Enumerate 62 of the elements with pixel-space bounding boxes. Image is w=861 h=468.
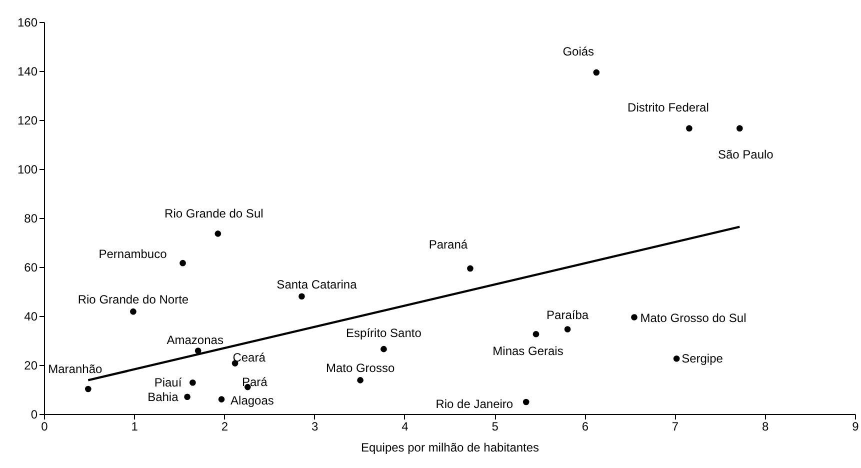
point xyxy=(380,346,387,352)
point xyxy=(564,326,571,332)
data-label: Rio Grande do Norte xyxy=(78,292,189,307)
point xyxy=(190,379,196,386)
x-tick-label: 8 xyxy=(762,420,770,434)
data-label: Espírito Santo xyxy=(346,326,422,340)
point xyxy=(214,230,222,237)
x-tick-label: 0 xyxy=(41,420,48,434)
point xyxy=(522,398,530,406)
y-tick-label: 120 xyxy=(17,114,38,128)
data-label: Maranhão xyxy=(48,362,102,376)
y-tick-label: 20 xyxy=(24,358,38,372)
point xyxy=(194,348,202,354)
data-label: Mato Grosso do Sul xyxy=(640,311,746,326)
point xyxy=(130,308,136,315)
data-label: Sergipe xyxy=(682,352,724,366)
data-label: Rio Grande do Sul xyxy=(164,206,264,221)
x-tick-label: 9 xyxy=(852,420,860,434)
y-tick-label: 160 xyxy=(17,16,38,30)
data-label: Santa Catarina xyxy=(276,277,358,292)
point xyxy=(736,125,743,132)
data-label: Rio de Janeiro xyxy=(436,396,514,411)
point xyxy=(532,330,540,338)
x-tick-label: 7 xyxy=(672,420,679,434)
point xyxy=(631,314,638,320)
y-tick-label: 100 xyxy=(17,162,38,176)
data-label: Alagoas xyxy=(230,393,274,408)
point xyxy=(84,386,92,392)
x-tick-label: 5 xyxy=(492,420,499,434)
data-label: Pará xyxy=(242,375,268,390)
data-label: Paraíba xyxy=(546,308,589,322)
x-axis-title: Equipes por milhão de habitantes xyxy=(360,440,540,454)
data-label: Goiás xyxy=(562,44,594,58)
data-label: São Paulo xyxy=(718,147,774,162)
point xyxy=(467,265,474,272)
y-tick-label: 0 xyxy=(30,408,38,422)
y-tick-label: 60 xyxy=(24,260,38,274)
data-label: Ceará xyxy=(232,350,266,364)
data-label: Distrito Federal xyxy=(628,100,709,114)
point xyxy=(673,355,680,362)
point xyxy=(218,396,225,402)
y-tick-label: 40 xyxy=(24,310,38,324)
data-label: Paraná xyxy=(428,237,468,252)
point xyxy=(298,293,305,300)
data-label: Minas Gerais xyxy=(492,344,564,358)
point xyxy=(593,69,600,76)
x-tick-label: 1 xyxy=(131,420,138,434)
point xyxy=(686,125,692,132)
point xyxy=(357,377,364,384)
data-label: Bahia xyxy=(148,390,179,404)
data-label: Pernambuco xyxy=(98,247,168,262)
x-tick-label: 3 xyxy=(311,420,318,434)
x-tick-label: 6 xyxy=(582,420,589,434)
x-tick-label: 2 xyxy=(221,420,228,434)
x-tick-label: 4 xyxy=(402,420,409,434)
y-tick-label: 140 xyxy=(17,64,38,78)
point xyxy=(184,394,190,400)
point xyxy=(180,260,186,266)
data-label: Piauí xyxy=(154,376,182,390)
y-tick-label: 80 xyxy=(24,212,38,226)
data-label: Mato Grosso xyxy=(326,361,395,376)
data-label: Amazonas xyxy=(166,332,224,347)
